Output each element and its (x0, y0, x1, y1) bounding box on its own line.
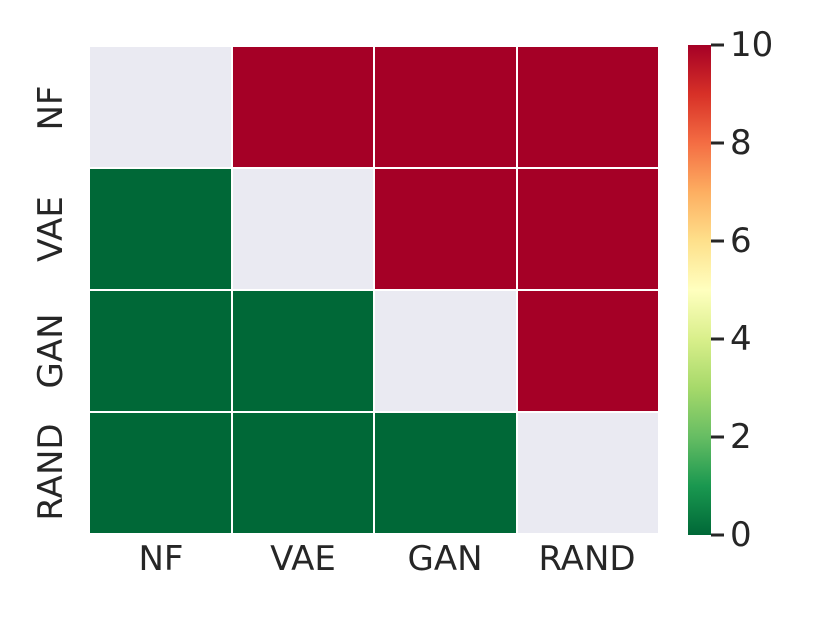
heatmap-cell-NF-VAE (232, 47, 373, 167)
heatmap-cell-GAN-NF (90, 291, 231, 411)
heatmap-cell-GAN-VAE (232, 291, 373, 411)
y-tick-label-NF: NF (31, 85, 71, 131)
colorbar-gradient (688, 45, 711, 535)
heatmap-cell-VAE-GAN (375, 169, 516, 289)
colorbar-tick-label-4: 4 (730, 319, 752, 359)
colorbar-tick-label-8: 8 (730, 123, 752, 163)
x-tick-label-NF: NF (138, 539, 184, 579)
y-tick-label-RAND: RAND (31, 423, 71, 521)
heatmap-cell-NF-GAN (375, 47, 516, 167)
colorbar-tick-label-0: 0 (730, 515, 752, 555)
heatmap-cell-RAND-NF (90, 413, 231, 533)
heatmap-cell-RAND-GAN (375, 413, 516, 533)
x-tick-label-GAN: GAN (407, 539, 483, 579)
colorbar-tick-label-6: 6 (730, 221, 752, 261)
colorbar-tick-8 (711, 141, 724, 145)
heatmap-cell-NF-NF (90, 47, 231, 167)
colorbar-tick-6 (711, 239, 724, 243)
x-tick-label-RAND: RAND (538, 539, 636, 579)
colorbar-tick-label-2: 2 (730, 417, 752, 457)
x-tick-label-VAE: VAE (270, 539, 336, 579)
colorbar-tick-2 (711, 435, 724, 439)
y-tick-label-GAN: GAN (31, 313, 71, 389)
heatmap-cell-VAE-RAND (517, 169, 658, 289)
colorbar-tick-0 (711, 533, 724, 537)
heatmap-cell-GAN-RAND (517, 291, 658, 411)
y-tick-label-VAE: VAE (31, 196, 71, 263)
colorbar-tick-4 (711, 337, 724, 341)
heatmap-cell-VAE-NF (90, 169, 231, 289)
heatmap-cell-RAND-RAND (517, 413, 658, 533)
heatmap-cell-NF-RAND (517, 47, 658, 167)
heatmap-cell-RAND-VAE (232, 413, 373, 533)
colorbar-tick-label-10: 10 (730, 25, 774, 65)
heatmap-grid (90, 47, 658, 533)
colorbar-tick-10 (711, 43, 724, 47)
heatmap-cell-GAN-GAN (375, 291, 516, 411)
heatmap-cell-VAE-VAE (232, 169, 373, 289)
